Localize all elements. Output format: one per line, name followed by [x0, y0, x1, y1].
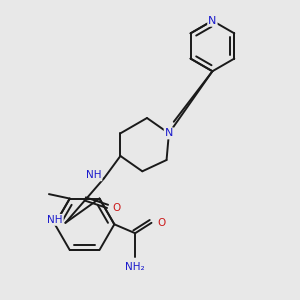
Text: NH: NH — [86, 170, 101, 180]
Text: O: O — [158, 218, 166, 228]
Text: O: O — [112, 203, 121, 213]
Text: NH₂: NH₂ — [125, 262, 145, 272]
Text: N: N — [165, 128, 173, 138]
Text: NH: NH — [47, 215, 63, 225]
Text: N: N — [208, 16, 217, 26]
